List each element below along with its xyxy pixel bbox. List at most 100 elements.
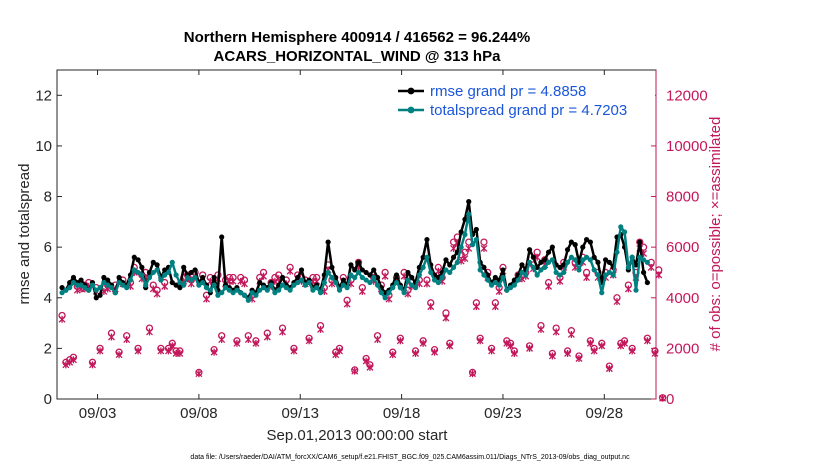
rmse-point: [325, 239, 331, 245]
totalspread-point: [629, 254, 635, 260]
x-tick-label: 09/28: [586, 405, 624, 422]
totalspread-point: [124, 285, 130, 291]
totalspread-point: [139, 272, 145, 278]
totalspread-point: [557, 272, 563, 278]
obs-assimilated-point: [58, 315, 66, 323]
y2-tick-label: 6000: [666, 239, 699, 256]
rmse-point: [70, 274, 77, 281]
totalspread-point: [496, 282, 502, 288]
totalspread-point: [420, 264, 426, 270]
obs-assimilated-point: [575, 355, 583, 363]
rmse-point: [450, 254, 457, 260]
obs-assimilated-point: [252, 339, 260, 347]
rmse-point: [492, 274, 498, 281]
obs-assimilated-point: [590, 347, 598, 355]
obs-assimilated-point: [564, 349, 572, 357]
totalspread-point: [325, 269, 331, 276]
obs-assimilated-point: [396, 337, 404, 345]
totalspread-point: [192, 274, 198, 281]
obs-assimilated-point: [241, 280, 248, 288]
obs-assimilated-point: [545, 282, 553, 290]
rmse-point: [352, 267, 358, 273]
obs-assimilated-point: [343, 300, 351, 308]
rmse-point: [162, 267, 168, 273]
totalspread-point: [241, 292, 248, 298]
rmse-point: [219, 234, 225, 240]
legend-label-spread: totalspread grand pr = 4.7203: [430, 102, 627, 119]
totalspread-point: [397, 285, 403, 291]
y-tick-label: 6: [44, 239, 52, 256]
totalspread-point: [610, 272, 616, 278]
totalspread-point: [234, 287, 240, 293]
totalspread-point: [561, 269, 567, 276]
obs-assimilated-point: [362, 357, 370, 365]
totalspread-point: [302, 282, 308, 288]
rmse-point: [192, 267, 198, 273]
totalspread-point: [534, 272, 540, 278]
totalspread-point: [108, 285, 115, 291]
totalspread-point: [386, 290, 392, 296]
y-axis-label: rmse and totalspread: [16, 164, 33, 305]
rmse-point: [557, 264, 563, 270]
obs-assimilated-point: [469, 370, 477, 378]
totalspread-point: [215, 292, 221, 298]
obs-assimilated-point: [279, 328, 286, 336]
totalspread-point: [238, 290, 244, 296]
rmse-point: [481, 264, 487, 270]
obs-assimilated-point: [286, 267, 294, 275]
rmse-point: [135, 257, 141, 263]
totalspread-point: [131, 267, 137, 273]
totalspread-point: [473, 236, 479, 243]
totalspread-point: [93, 287, 99, 293]
totalspread-point: [260, 285, 267, 291]
obs-assimilated-point: [123, 336, 131, 344]
rmse-point: [473, 226, 479, 233]
totalspread-point: [226, 287, 232, 293]
totalspread-point: [412, 285, 419, 291]
totalspread-point: [606, 269, 612, 276]
y2-tick-label: 4000: [666, 290, 699, 307]
totalspread-point: [545, 259, 552, 265]
totalspread-point: [203, 285, 210, 291]
totalspread-point: [409, 282, 415, 288]
totalspread-point: [637, 254, 643, 260]
rmse-point: [298, 267, 305, 273]
obs-assimilated-point: [461, 255, 469, 263]
totalspread-point: [310, 287, 316, 293]
rmse-point: [526, 247, 533, 253]
totalspread-point: [542, 264, 548, 270]
obs-assimilated-point: [431, 348, 439, 356]
chart-title: Northern Hemisphere 400914 / 416562 = 96…: [184, 29, 530, 46]
rmse-point: [59, 285, 65, 291]
totalspread-point: [279, 282, 286, 288]
totalspread-point: [405, 277, 411, 283]
obs-assimilated-point: [149, 285, 157, 293]
totalspread-point: [101, 279, 107, 286]
obs-assimilated-point: [62, 361, 70, 369]
rmse-point: [466, 199, 472, 205]
obs-assimilated-point: [613, 298, 621, 306]
totalspread-point: [519, 269, 525, 276]
rmse-point: [587, 239, 593, 245]
obs-assimilated-point: [366, 363, 374, 371]
rmse-point: [200, 274, 206, 281]
legend-marker-spread: [407, 106, 415, 114]
totalspread-point: [63, 287, 69, 293]
totalspread-point: [599, 290, 605, 296]
totalspread-point: [146, 274, 153, 281]
totalspread-point: [504, 287, 510, 293]
rmse-point: [359, 267, 365, 273]
obs-assimilated-point: [495, 287, 503, 295]
rmse-point: [409, 274, 415, 281]
totalspread-point: [177, 279, 183, 286]
obs-assimilated-point: [115, 351, 123, 359]
legend: rmse grand pr = 4.8858 totalspread grand…: [393, 82, 655, 122]
rmse-point: [131, 254, 137, 260]
legend-box: [393, 82, 655, 122]
rmse-point: [93, 295, 99, 301]
obs-assimilated-point: [651, 349, 659, 357]
totalspread-point: [378, 290, 384, 296]
totalspread-point: [268, 282, 274, 288]
obs-assimilated-point: [195, 370, 203, 378]
totalspread-point: [564, 259, 571, 265]
